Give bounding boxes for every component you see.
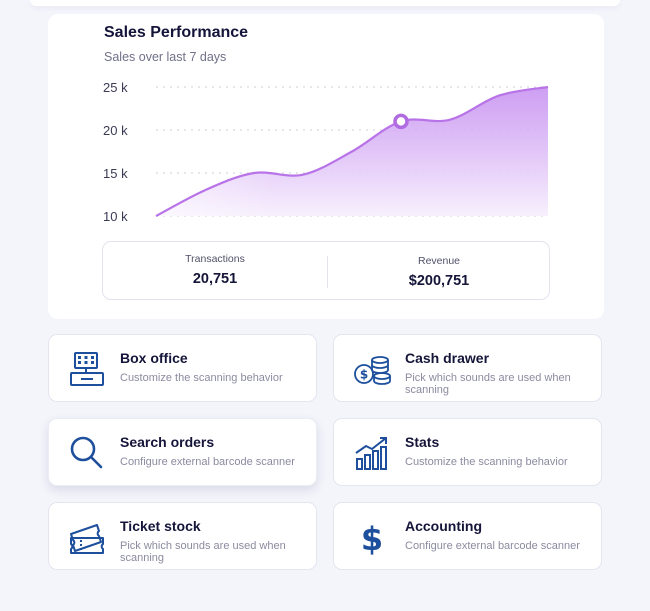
highlight-point[interactable]	[393, 113, 409, 130]
coins-icon: $	[354, 356, 391, 385]
ticket-stock-tile[interactable]: Ticket stock Pick which sounds are used …	[48, 502, 317, 570]
y-tick-label: 15 k	[103, 166, 128, 181]
tile-description: Configure external barcode scanner	[405, 540, 580, 552]
transactions-stat: Transactions 20,751	[103, 242, 327, 301]
tile-description: Customize the scanning behavior	[120, 372, 283, 384]
sales-title: Sales Performance	[104, 24, 249, 41]
tile-title: Search orders	[120, 434, 215, 450]
revenue-value: $200,751	[408, 273, 470, 289]
transactions-label: Transactions	[185, 253, 245, 265]
tile-title: Ticket stock	[120, 518, 201, 534]
cash-drawer-tile[interactable]: $ Cash drawer Pick which sounds are used…	[333, 334, 602, 402]
tile-title: Accounting	[405, 518, 482, 534]
revenue-stat: Revenue $200,751	[327, 242, 551, 301]
sales-performance-card: Sales Performance Sales over last 7 days…	[48, 14, 604, 319]
revenue-label: Revenue	[417, 255, 461, 267]
sales-line	[155, 85, 549, 217]
y-tick-label: 10 k	[103, 209, 128, 224]
accounting-tile[interactable]: $ Accounting Configure external barcode …	[333, 502, 602, 570]
search-icon	[70, 436, 103, 469]
tile-title: Stats	[405, 434, 440, 450]
y-tick-label: 20 k	[103, 123, 128, 138]
sales-subtitle: Sales over last 7 days	[104, 50, 227, 64]
bar-chart-icon	[355, 437, 387, 470]
tile-description: Pick which sounds are used when scanning	[120, 540, 286, 564]
svg-text:$: $	[360, 368, 368, 382]
box-office-tile[interactable]: Box office Customize the scanning behavi…	[48, 334, 317, 402]
transactions-value: 20,751	[192, 271, 238, 287]
tile-description: Pick which sounds are used when scanning	[405, 372, 571, 396]
svg-text:$: $	[361, 520, 383, 557]
sales-chart: 25 k 20 k 15 k 10 k	[103, 80, 549, 224]
stats-divider	[327, 256, 328, 288]
cash-register-icon	[70, 352, 104, 386]
tile-title: Cash drawer	[405, 350, 490, 366]
search-orders-tile[interactable]: Search orders Configure external barcode…	[48, 418, 317, 486]
ticket-icon	[70, 524, 104, 554]
dollar-icon: $	[361, 520, 383, 557]
tile-title: Box office	[120, 350, 188, 366]
tile-description: Configure external barcode scanner	[120, 456, 295, 468]
stats-tile[interactable]: Stats Customize the scanning behavior	[333, 418, 602, 486]
tile-description: Customize the scanning behavior	[405, 456, 568, 468]
sales-summary: Transactions 20,751 Revenue $200,751	[102, 241, 550, 300]
previous-card-edge	[30, 0, 620, 6]
y-tick-label: 25 k	[103, 80, 128, 95]
